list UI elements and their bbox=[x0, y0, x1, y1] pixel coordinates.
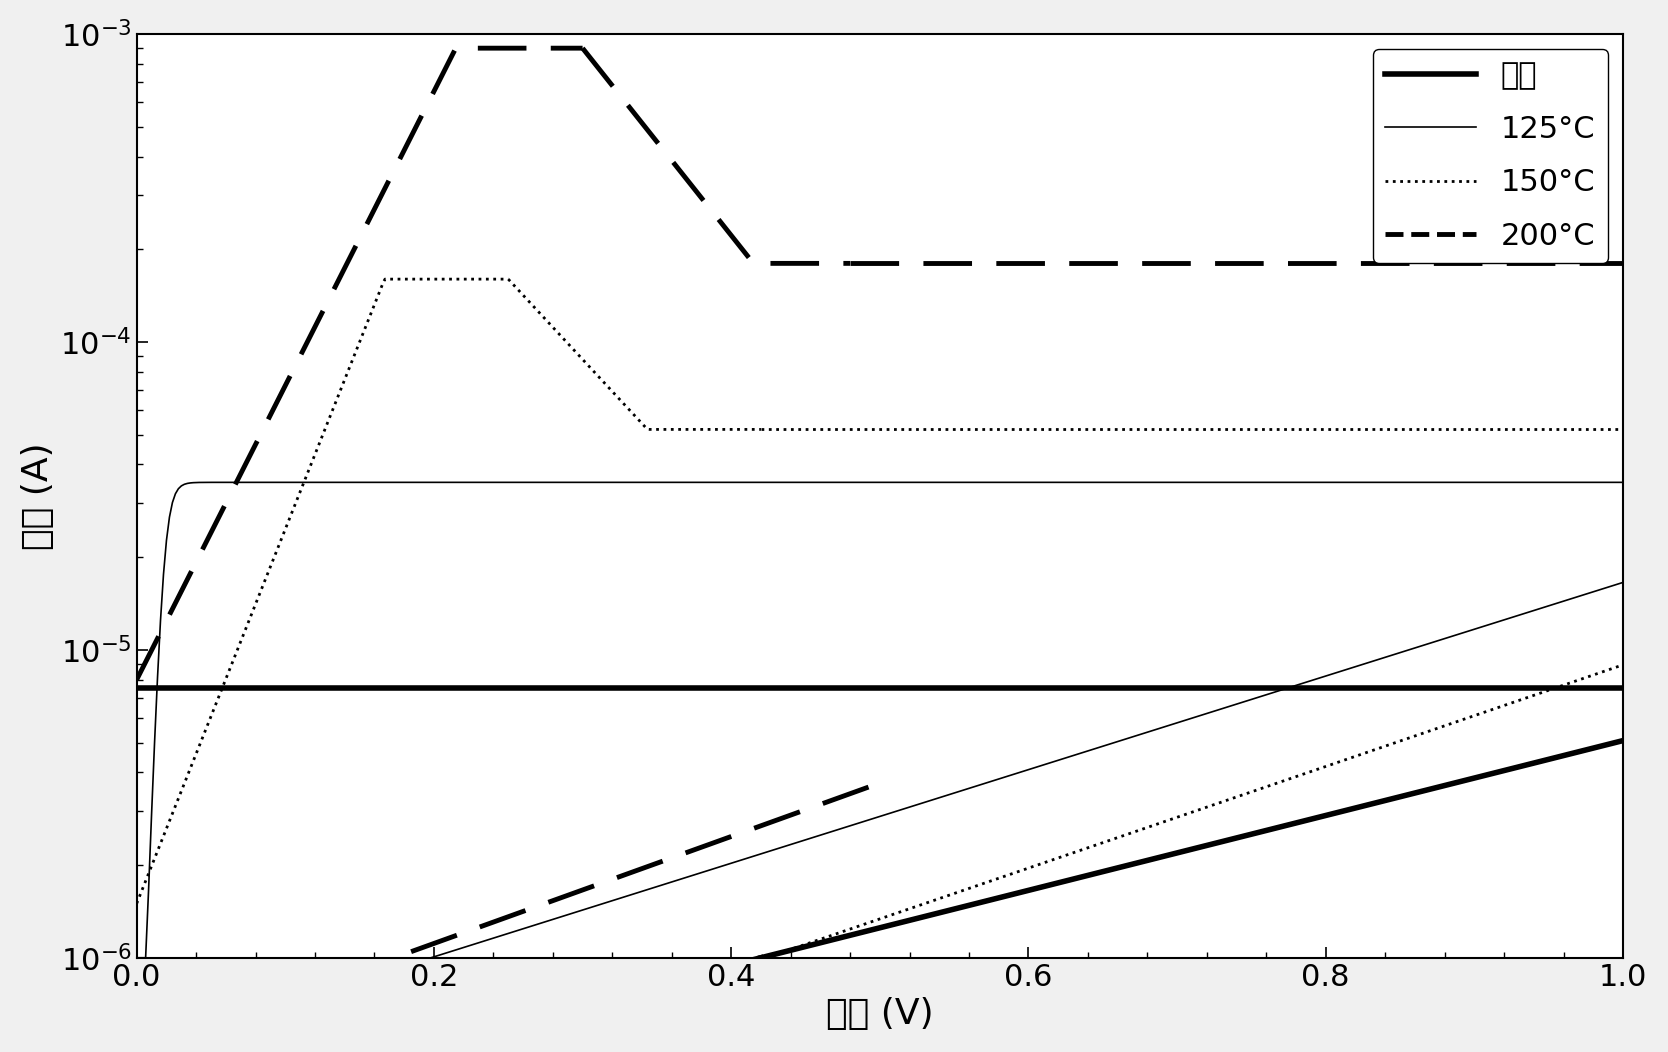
X-axis label: 电压 (V): 电压 (V) bbox=[826, 997, 934, 1031]
Y-axis label: 电流 (A): 电流 (A) bbox=[20, 442, 55, 550]
Legend: 室温, 125°C, 150°C, 200°C: 室温, 125°C, 150°C, 200°C bbox=[1373, 49, 1608, 263]
